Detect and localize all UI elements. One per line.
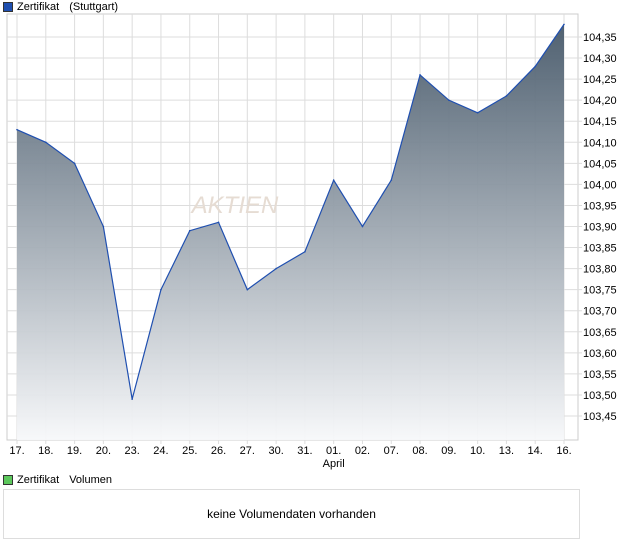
y-tick-label: 104,05 (583, 158, 617, 170)
data-point (246, 288, 249, 291)
y-tick-label: 103,85 (583, 243, 617, 255)
x-tick-label: 30. (268, 445, 283, 457)
x-tick-label: 27. (240, 445, 255, 457)
watermark-logo: AKTIEN (190, 192, 279, 219)
data-point (275, 267, 277, 270)
data-point (217, 221, 220, 224)
y-tick-label: 104,35 (583, 32, 617, 44)
data-point (563, 23, 565, 26)
x-tick-label: 02. (355, 445, 370, 457)
y-tick-label: 104,10 (583, 137, 617, 149)
series-color-swatch (3, 2, 13, 12)
x-tick-label: 26. (211, 445, 226, 457)
legend-series: Zertifikat (17, 1, 60, 13)
data-point (131, 398, 133, 400)
x-tick-label: 23. (125, 445, 140, 457)
x-tick-label: 20. (96, 445, 111, 457)
y-tick-label: 103,45 (583, 411, 617, 423)
y-tick-label: 104,20 (583, 95, 617, 107)
volume-legend-label: Volumen (69, 474, 112, 486)
data-point (505, 95, 508, 97)
y-tick-label: 104,25 (583, 74, 617, 86)
y-tick-label: 103,60 (583, 348, 617, 360)
x-tick-label: 24. (153, 445, 168, 457)
x-tick-label: 01. (326, 445, 341, 457)
volume-chart: keine Volumendaten vorhanden (3, 489, 580, 539)
y-tick-label: 103,65 (583, 327, 617, 339)
data-point (16, 128, 18, 131)
data-point (390, 179, 393, 181)
price-area (17, 24, 564, 440)
price-legend: Zertifikat (Stuttgart) (3, 1, 118, 13)
y-tick-label: 103,95 (583, 200, 617, 212)
data-point (419, 74, 421, 76)
x-tick-label: 07. (384, 445, 399, 457)
price-line (16, 24, 565, 400)
y-tick-label: 103,90 (583, 222, 617, 234)
x-tick-label: 09. (441, 445, 456, 457)
data-point (73, 162, 76, 165)
data-point (304, 250, 306, 253)
x-tick-label: 25. (182, 445, 197, 457)
x-tick-label: 19. (67, 445, 82, 457)
x-tick-label: 08. (412, 445, 427, 457)
data-point (332, 179, 335, 181)
volume-legend: Zertifikat Volumen (3, 474, 112, 486)
y-tick-label: 104,30 (583, 53, 617, 65)
data-point (448, 99, 450, 101)
no-volume-message: keine Volumendaten vorhanden (207, 507, 376, 521)
data-point (160, 288, 162, 291)
y-tick-label: 104,00 (583, 179, 617, 191)
x-tick-label: 16. (556, 445, 571, 457)
data-point (361, 225, 364, 228)
x-tick-label: 31. (297, 445, 312, 457)
price-chart: 103,45 103,50 103,55 103,60 103,65 103,70 103,… (6, 13, 617, 470)
x-tick-label: 17. (9, 445, 24, 457)
month-label: April (323, 458, 345, 470)
legend-exchange: (Stuttgart) (69, 1, 119, 13)
x-tick-label: 14. (528, 445, 543, 457)
data-point (476, 112, 479, 114)
data-point (44, 141, 47, 144)
volume-color-swatch (3, 475, 13, 485)
y-tick-label: 103,50 (583, 390, 617, 402)
data-point (188, 229, 191, 232)
data-point (534, 65, 537, 68)
y-tick-label: 103,75 (583, 285, 617, 297)
x-tick-label: 10. (470, 445, 485, 457)
y-tick-label: 103,70 (583, 306, 617, 318)
y-tick-label: 103,80 (583, 264, 617, 276)
y-tick-label: 104,15 (583, 116, 617, 128)
data-point (102, 225, 105, 228)
x-tick-label: 18. (38, 445, 53, 457)
x-tick-label: 13. (499, 445, 514, 457)
y-tick-label: 103,55 (583, 369, 617, 381)
volume-legend-series: Zertifikat (17, 474, 60, 486)
